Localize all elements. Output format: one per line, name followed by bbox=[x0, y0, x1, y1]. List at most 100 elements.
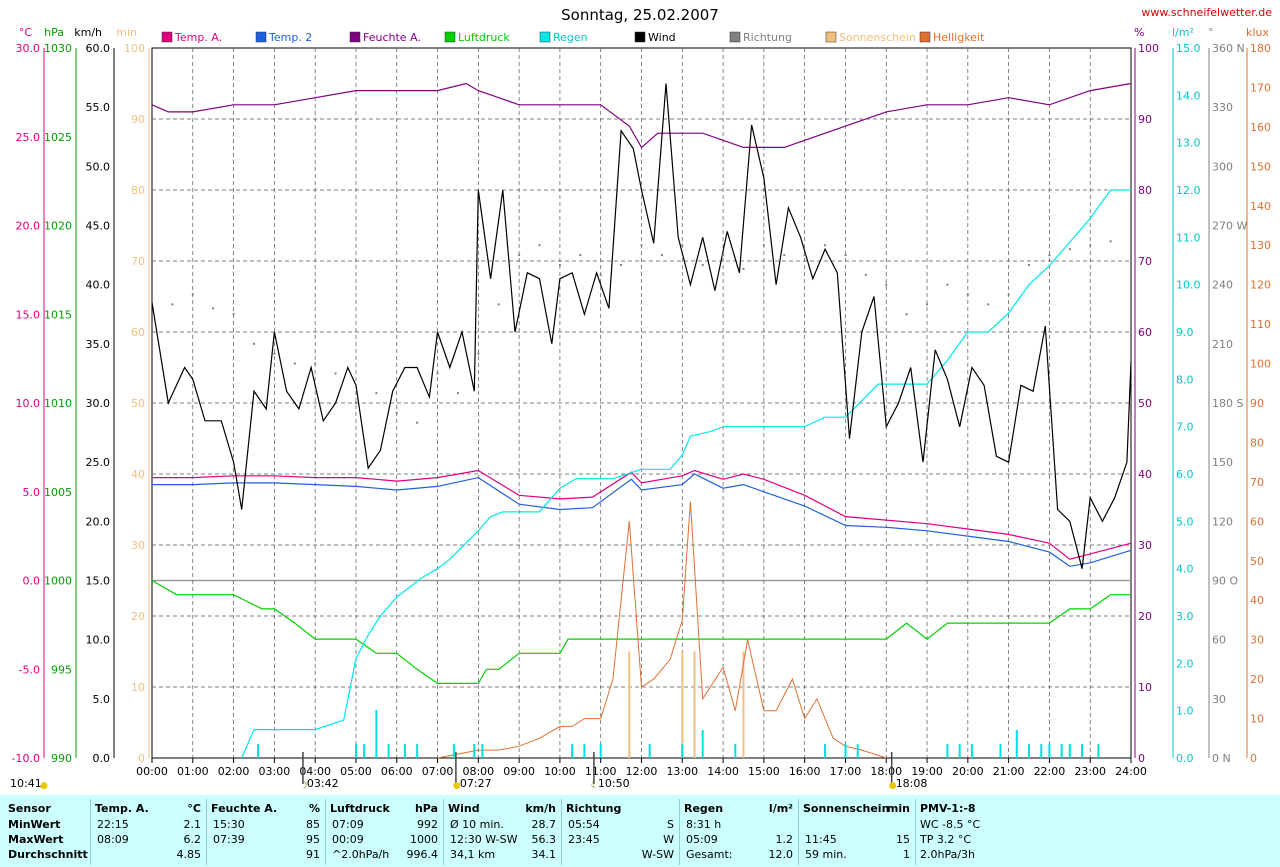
direction-point bbox=[885, 283, 888, 286]
stats-column: Richtung 05:54 S 23:45 W W-SW bbox=[561, 799, 680, 865]
x-tick-label: 14:00 bbox=[707, 765, 739, 778]
direction-point bbox=[477, 352, 480, 355]
y-tick-label-humidity_pct: 70 bbox=[1138, 255, 1152, 268]
direction-point bbox=[212, 307, 215, 310]
y-tick-label-light_klux: 0 bbox=[1250, 752, 1257, 765]
y-tick-label-light_klux: 150 bbox=[1250, 160, 1271, 173]
y-tick-label-rain_lm2: 6.0 bbox=[1176, 468, 1194, 481]
y-tick-label-direction_deg: 150 bbox=[1212, 456, 1233, 469]
y-tick-label-rain_lm2: 12.0 bbox=[1176, 184, 1201, 197]
direction-point bbox=[375, 392, 378, 395]
x-tick-label: 15:00 bbox=[748, 765, 780, 778]
legend-swatch bbox=[825, 31, 837, 43]
y-tick-label-wind_kmh: 35.0 bbox=[86, 338, 111, 351]
y-tick-label-light_klux: 20 bbox=[1250, 673, 1264, 686]
stats-cell: 8:31 h bbox=[686, 818, 722, 831]
direction-point bbox=[354, 402, 357, 404]
weather-chart: Sonntag, 25.02.2007 www.schneifelwetter.… bbox=[10, 6, 1272, 791]
x-tick-label: 11:00 bbox=[585, 765, 617, 778]
x-tick-label: 01:00 bbox=[177, 765, 209, 778]
direction-point bbox=[1089, 244, 1092, 247]
site-link[interactable]: www.schneifelwetter.de bbox=[1141, 6, 1272, 19]
direction-point bbox=[824, 244, 827, 247]
stats-panel: Sensor MinWert MaxWert Durchschnitt Temp. A.… bbox=[0, 795, 1280, 867]
legend-swatch bbox=[919, 31, 931, 43]
stats-header: Sonnenschein bbox=[803, 802, 890, 815]
stats-unit: % bbox=[308, 802, 320, 815]
y-tick-label-light_klux: 80 bbox=[1250, 436, 1264, 449]
y-tick-label-wind_kmh: 25.0 bbox=[86, 456, 111, 469]
y-tick-label-humidity_pct: 0 bbox=[1138, 752, 1145, 765]
direction-point bbox=[1109, 240, 1112, 243]
axis-unit-temp_c: °C bbox=[19, 26, 33, 39]
stats-column: Feuchte A.% 15:30 85 07:39 95 91 bbox=[206, 799, 326, 865]
stats-column: Luftdruck hPa 07:09 992 00:09 1000 ^2.0hPa/h 99… bbox=[325, 799, 444, 865]
marker-label-moonrise: 03:42 bbox=[307, 777, 339, 790]
series-line-wind bbox=[151, 83, 1132, 569]
y-tick-label-pressure_hpa: 1010 bbox=[44, 397, 72, 410]
y-tick-label-rain_lm2: 7.0 bbox=[1176, 421, 1194, 434]
stats-cell: Durchschnitt bbox=[8, 848, 88, 861]
y-tick-label-light_klux: 100 bbox=[1250, 358, 1271, 371]
y-tick-label-pressure_hpa: 995 bbox=[51, 663, 72, 676]
x-tick-label: 12:00 bbox=[626, 765, 658, 778]
y-tick-label-rain_lm2: 15.0 bbox=[1176, 42, 1201, 55]
y-tick-label-rain_lm2: 2.0 bbox=[1176, 657, 1194, 670]
y-tick-label-rain_lm2: 9.0 bbox=[1176, 326, 1194, 339]
series-line-feuchte-a- bbox=[151, 82, 1132, 149]
y-tick-label-temp_c: -5.0 bbox=[19, 663, 40, 676]
legend-swatch bbox=[255, 31, 267, 43]
y-tick-label-humidity_pct: 50 bbox=[1138, 397, 1152, 410]
y-tick-label-sunshine_min: 30 bbox=[131, 539, 145, 552]
series-line-temp-a- bbox=[152, 469, 1132, 560]
legend-swatch bbox=[539, 31, 551, 43]
axis-unit-light_klux: klux bbox=[1246, 26, 1269, 39]
legend-swatch bbox=[444, 31, 456, 43]
y-tick-label-direction_deg: 180 S bbox=[1212, 397, 1243, 410]
legend-label: Sonnenschein bbox=[839, 31, 916, 44]
x-tick-label: 19:00 bbox=[911, 765, 943, 778]
axis-unit-humidity_pct: % bbox=[1134, 26, 1144, 39]
y-tick-label-wind_kmh: 0.0 bbox=[93, 752, 111, 765]
direction-point bbox=[497, 303, 500, 306]
direction-point bbox=[579, 254, 582, 257]
marker-icon-sunset: ● bbox=[889, 781, 897, 791]
stats-unit: °C bbox=[187, 802, 201, 815]
stats-cell: 23:45 bbox=[568, 833, 600, 846]
stats-column: PMV-1:-8 WC -8.5 °C TP 3.2 °C 2.0hPa/3h bbox=[915, 799, 1036, 865]
y-tick-label-direction_deg: 210 bbox=[1212, 338, 1233, 351]
stats-value: W-SW bbox=[641, 848, 674, 861]
stats-cell: MaxWert bbox=[8, 833, 64, 846]
stats-unit: km/h bbox=[525, 802, 556, 815]
x-tick-label: 21:00 bbox=[993, 765, 1025, 778]
now-icon: ● bbox=[40, 781, 48, 791]
y-tick-label-humidity_pct: 90 bbox=[1138, 113, 1152, 126]
direction-point bbox=[905, 313, 908, 316]
stats-cell: 22:15 bbox=[97, 818, 129, 831]
y-tick-label-humidity_pct: 20 bbox=[1138, 610, 1152, 623]
legend-swatch bbox=[729, 31, 741, 43]
x-tick-label: 04:00 bbox=[299, 765, 331, 778]
stats-cell: 05:09 bbox=[686, 833, 718, 846]
y-tick-label-light_klux: 90 bbox=[1250, 397, 1264, 410]
stats-cell: WC -8.5 °C bbox=[920, 818, 981, 831]
y-tick-label-sunshine_min: 50 bbox=[131, 397, 145, 410]
stats-column: Temp. A. °C 22:15 2.1 08:09 6.2 4.85 bbox=[90, 799, 207, 865]
x-tick-label: 06:00 bbox=[381, 765, 413, 778]
y-tick-label-temp_c: 0.0 bbox=[23, 575, 41, 588]
x-tick-label: 20:00 bbox=[952, 765, 984, 778]
direction-point bbox=[783, 254, 786, 257]
y-tick-label-light_klux: 170 bbox=[1250, 81, 1271, 94]
stats-cell: MinWert bbox=[8, 818, 61, 831]
y-tick-label-pressure_hpa: 1030 bbox=[44, 42, 72, 55]
y-tick-label-temp_c: -10.0 bbox=[12, 752, 40, 765]
direction-point bbox=[273, 352, 276, 355]
y-tick-label-light_klux: 40 bbox=[1250, 594, 1264, 607]
series-line-helligkeit bbox=[437, 501, 887, 759]
x-tick-label: 16:00 bbox=[789, 765, 821, 778]
y-tick-label-direction_deg: 90 O bbox=[1212, 575, 1238, 588]
x-tick-label: 07:00 bbox=[422, 765, 454, 778]
direction-point bbox=[946, 283, 949, 286]
direction-point bbox=[660, 254, 663, 257]
direction-point bbox=[599, 273, 602, 276]
